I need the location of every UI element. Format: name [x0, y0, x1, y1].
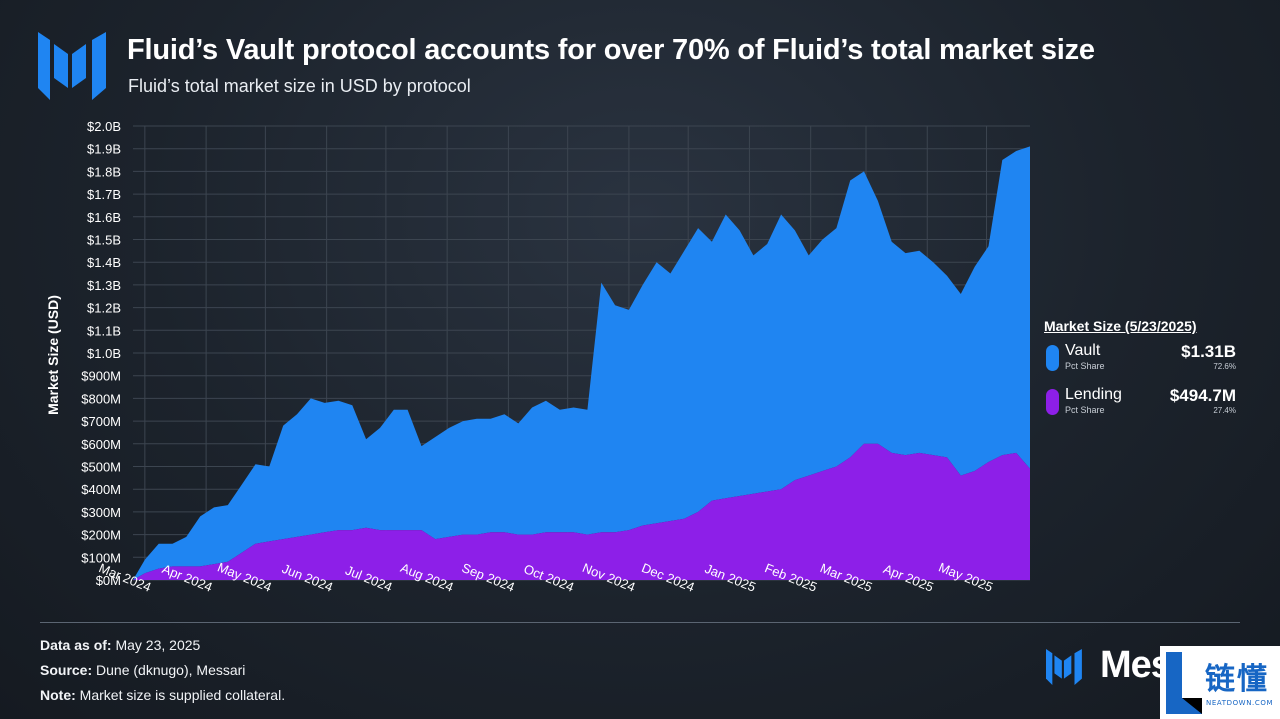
y-tick-label: $300M	[81, 505, 121, 520]
legend-value-vault: $1.31B	[1181, 342, 1236, 361]
legend-value-lending: $494.7M	[1169, 386, 1236, 405]
chart-subtitle: Fluid’s total market size in USD by prot…	[128, 76, 471, 96]
messari-logo-icon	[38, 32, 106, 100]
lending-area	[133, 443, 1030, 580]
y-tick-label: $100M	[81, 550, 121, 565]
legend-pct-vault: 72.6%	[1213, 362, 1236, 371]
note-line: Note: Market size is supplied collateral…	[40, 687, 286, 703]
legend-name-lending: Lending	[1065, 386, 1122, 403]
legend-sub-vault: Pct Share	[1065, 361, 1105, 371]
y-tick-label: $900M	[81, 369, 121, 384]
watermark-text: 链懂	[1205, 662, 1269, 697]
legend-item-lending: Lending Pct Share $494.7M 27.4%	[1044, 384, 1240, 422]
y-tick-label: $800M	[81, 391, 121, 406]
neatdown-watermark: 链懂 NEATDOWN.COM	[1160, 646, 1280, 719]
y-axis-ticks: $0M $100M $200M $300M $400M $500M $600M $700M $8…	[81, 119, 121, 588]
legend-name-vault: Vault	[1065, 342, 1101, 359]
vault-area	[133, 146, 1030, 580]
y-tick-label: $400M	[81, 482, 121, 497]
legend-sub-lending: Pct Share	[1065, 405, 1105, 415]
y-tick-label: $1.0B	[87, 346, 121, 361]
y-tick-label: $2.0B	[87, 119, 121, 134]
watermark-l-icon	[1166, 652, 1202, 714]
y-tick-label: $1.7B	[87, 187, 121, 202]
y-tick-label: $1.6B	[87, 210, 121, 225]
chart-title: Fluid’s Vault protocol accounts for over…	[127, 34, 1095, 66]
y-tick-label: $1.1B	[87, 323, 121, 338]
legend-pct-lending: 27.4%	[1213, 406, 1236, 415]
footnotes: Data as of: May 23, 2025 Source: Dune (d…	[40, 633, 285, 708]
y-tick-label: $1.3B	[87, 278, 121, 293]
y-tick-label: $1.5B	[87, 233, 121, 248]
y-tick-label: $500M	[81, 460, 121, 475]
legend-title: Market Size (5/23/2025)	[1044, 318, 1197, 334]
messari-brand-icon	[1046, 649, 1082, 685]
source-line: Source: Dune (dknugo), Messari	[40, 662, 246, 678]
y-tick-label: $1.4B	[87, 255, 121, 270]
legend-swatch-lending	[1046, 389, 1059, 415]
legend: Market Size (5/23/2025) Vault Pct Share …	[1044, 318, 1240, 422]
y-axis-label: Market Size (USD)	[45, 295, 61, 415]
y-tick-label: $1.2B	[87, 301, 121, 316]
watermark-url: NEATDOWN.COM	[1206, 699, 1274, 707]
legend-swatch-vault	[1046, 345, 1059, 371]
footer-divider	[40, 622, 1240, 623]
legend-item-vault: Vault Pct Share $1.31B 72.6%	[1044, 340, 1240, 378]
chart-areas	[133, 146, 1030, 580]
y-tick-label: $1.8B	[87, 164, 121, 179]
y-tick-label: $0M	[96, 573, 121, 588]
y-tick-label: $600M	[81, 437, 121, 452]
y-tick-label: $1.9B	[87, 142, 121, 157]
data-as-of-line: Data as of: May 23, 2025	[40, 637, 201, 653]
y-tick-label: $700M	[81, 414, 121, 429]
y-tick-label: $200M	[81, 528, 121, 543]
market-size-chart: $0M $100M $200M $300M $400M $500M $600M $700M $8…	[45, 119, 1030, 588]
